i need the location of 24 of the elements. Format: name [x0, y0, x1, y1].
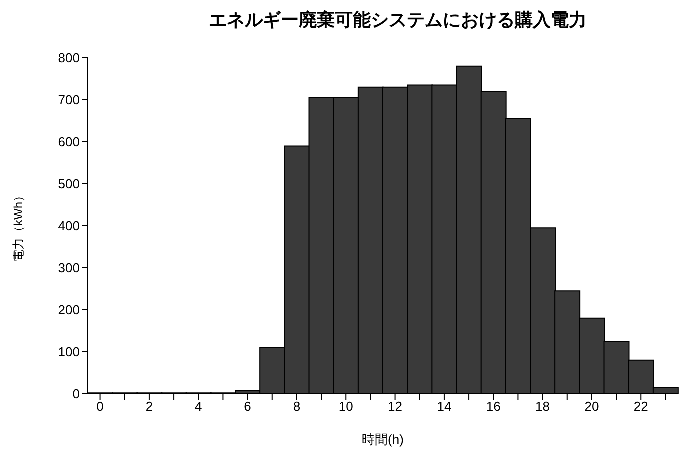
- x-tick-label: 12: [388, 399, 403, 414]
- y-tick-label: 500: [58, 176, 80, 192]
- y-tick-label: 800: [58, 50, 80, 66]
- y-tick-label: 100: [58, 344, 80, 360]
- y-tick-label: 300: [58, 260, 80, 276]
- x-tick-label: 18: [536, 399, 550, 414]
- y-tick-label: 200: [58, 302, 80, 318]
- x-tick-label: 10: [338, 399, 354, 414]
- x-tick-label: 2: [146, 399, 154, 414]
- x-tick-label: 6: [244, 399, 252, 414]
- chart-title: エネルギー廃棄可能システムにおける購入電力: [208, 9, 588, 32]
- x-tick-label: 20: [584, 399, 600, 414]
- y-tick-label: 0: [72, 386, 80, 402]
- x-axis-title: 時間(h): [362, 432, 404, 447]
- x-tick-label: 14: [437, 399, 452, 414]
- y-tick-label: 700: [58, 92, 80, 108]
- x-tick-label: 22: [634, 399, 648, 414]
- x-tick-label: 8: [293, 399, 301, 414]
- x-tick-label: 0: [96, 399, 104, 414]
- y-tick-label: 400: [58, 218, 80, 234]
- y-axis-title: 電力（kWh）: [11, 190, 26, 262]
- x-tick-label: 4: [195, 399, 202, 414]
- y-tick-label: 600: [58, 134, 80, 150]
- x-tick-label: 16: [486, 399, 501, 414]
